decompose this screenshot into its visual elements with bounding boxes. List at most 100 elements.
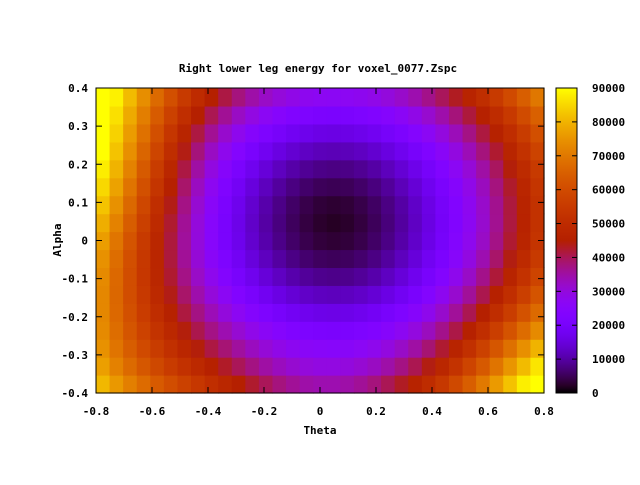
- colorbar-tick-label: 40000: [592, 251, 625, 264]
- heatmap-cell: [353, 267, 369, 286]
- heatmap-cell: [218, 357, 233, 376]
- heatmap-cell: [448, 249, 464, 269]
- heatmap-cell: [109, 249, 124, 269]
- heatmap-cell: [109, 303, 124, 322]
- heatmap-cell: [231, 357, 246, 376]
- x-axis: -0.8 -0.6 -0.4 -0.2 0 0.2 0.4 0.6 0.8: [83, 88, 554, 418]
- heatmap-cell: [394, 213, 409, 233]
- heatmap-cell: [381, 321, 396, 340]
- heatmap-cell: [299, 375, 314, 394]
- heatmap-cell: [136, 123, 151, 143]
- heatmap-cell: [367, 267, 382, 286]
- heatmap-cell: [299, 123, 314, 143]
- heatmap-cell: [353, 105, 369, 125]
- heatmap-cell: [408, 339, 423, 358]
- heatmap-cell: [258, 357, 274, 376]
- heatmap-cell: [367, 105, 382, 125]
- heatmap-cell: [191, 123, 206, 143]
- heatmap-cell: [272, 375, 287, 394]
- heatmap-cell: [286, 267, 301, 286]
- heatmap-cell: [258, 375, 274, 394]
- heatmap-cell: [421, 213, 436, 233]
- colorbar-tick-label: 20000: [592, 319, 625, 332]
- heatmap-cell: [476, 159, 491, 179]
- heatmap-cell: [109, 105, 124, 125]
- heatmap-cell: [313, 375, 328, 394]
- heatmap-cell: [435, 141, 450, 161]
- heatmap-cell: [530, 375, 545, 394]
- colorbar-tick-label: 30000: [592, 285, 625, 298]
- heatmap-cell: [394, 357, 409, 376]
- heatmap-cell: [286, 141, 301, 161]
- heatmap-cell: [313, 339, 328, 358]
- heatmap-cell: [448, 105, 464, 125]
- heatmap-cell: [462, 267, 477, 286]
- heatmap-cell: [245, 249, 260, 269]
- heatmap-cell: [136, 303, 151, 322]
- heatmap-cell: [245, 285, 260, 304]
- heatmap-cell: [204, 177, 219, 197]
- heatmap-cell: [245, 141, 260, 161]
- heatmap-cell: [136, 375, 151, 394]
- heatmap-cell: [231, 88, 246, 107]
- x-tick-label: -0.8: [83, 405, 110, 418]
- heatmap-cell: [286, 159, 301, 179]
- heatmap-cell: [177, 267, 192, 286]
- heatmap-cell: [96, 285, 111, 304]
- heatmap-cell: [448, 285, 464, 304]
- heatmap-cell: [394, 105, 409, 125]
- heatmap-cell: [381, 375, 396, 394]
- heatmap-cell: [476, 267, 491, 286]
- heatmap-cell: [136, 88, 151, 107]
- heatmap-cell: [503, 339, 518, 358]
- heatmap-cell: [299, 231, 314, 251]
- heatmap-cell: [435, 303, 450, 322]
- heatmap-cell: [191, 357, 206, 376]
- heatmap-cell: [136, 285, 151, 304]
- heatmap-cell: [462, 105, 477, 125]
- heatmap-cell: [326, 195, 341, 215]
- heatmap-cell: [163, 105, 179, 125]
- heatmap-cell: [448, 267, 464, 286]
- heatmap-cell: [258, 141, 274, 161]
- heatmap-cell: [530, 177, 545, 197]
- heatmap-cell: [448, 177, 464, 197]
- heatmap-cell: [204, 195, 219, 215]
- heatmap-cell: [353, 231, 369, 251]
- heatmap-cell: [258, 105, 274, 125]
- heatmap-cell: [218, 159, 233, 179]
- heatmap-cell: [231, 123, 246, 143]
- heatmap-cell: [258, 195, 274, 215]
- heatmap-cell: [204, 357, 219, 376]
- heatmap-cell: [462, 141, 477, 161]
- heatmap-cell: [96, 159, 111, 179]
- heatmap-cell: [530, 105, 545, 125]
- heatmap-cell: [435, 231, 450, 251]
- heatmap-cell: [462, 339, 477, 358]
- heatmap-cell: [191, 177, 206, 197]
- heatmap-cell: [408, 213, 423, 233]
- heatmap-cell: [367, 249, 382, 269]
- heatmap-cell: [326, 303, 341, 322]
- colorbar-axis: 0 10000 20000 30000 40000 50000 60000 70000 8000…: [556, 82, 625, 400]
- heatmap-cell: [272, 159, 287, 179]
- x-tick-label: 0: [317, 405, 324, 418]
- colorbar-tick-label: 60000: [592, 184, 625, 197]
- heatmap-cell: [204, 231, 219, 251]
- heatmap-cell: [96, 88, 111, 107]
- heatmap-cell: [408, 88, 423, 107]
- heatmap-cell: [150, 339, 165, 358]
- chart-title: Right lower leg energy for voxel_0077.Zs…: [179, 62, 457, 75]
- heatmap-cell: [136, 249, 151, 269]
- heatmap-cell: [258, 159, 274, 179]
- heatmap-cell: [367, 88, 382, 107]
- heatmap-cell: [394, 177, 409, 197]
- heatmap-cell: [476, 141, 491, 161]
- heatmap-cell: [163, 249, 179, 269]
- heatmap-cell: [421, 303, 436, 322]
- heatmap-cell: [489, 303, 504, 322]
- x-tick-label: 0.8: [534, 405, 554, 418]
- heatmap-cell: [530, 303, 545, 322]
- heatmap-cell: [191, 213, 206, 233]
- heatmap-cell: [516, 357, 532, 376]
